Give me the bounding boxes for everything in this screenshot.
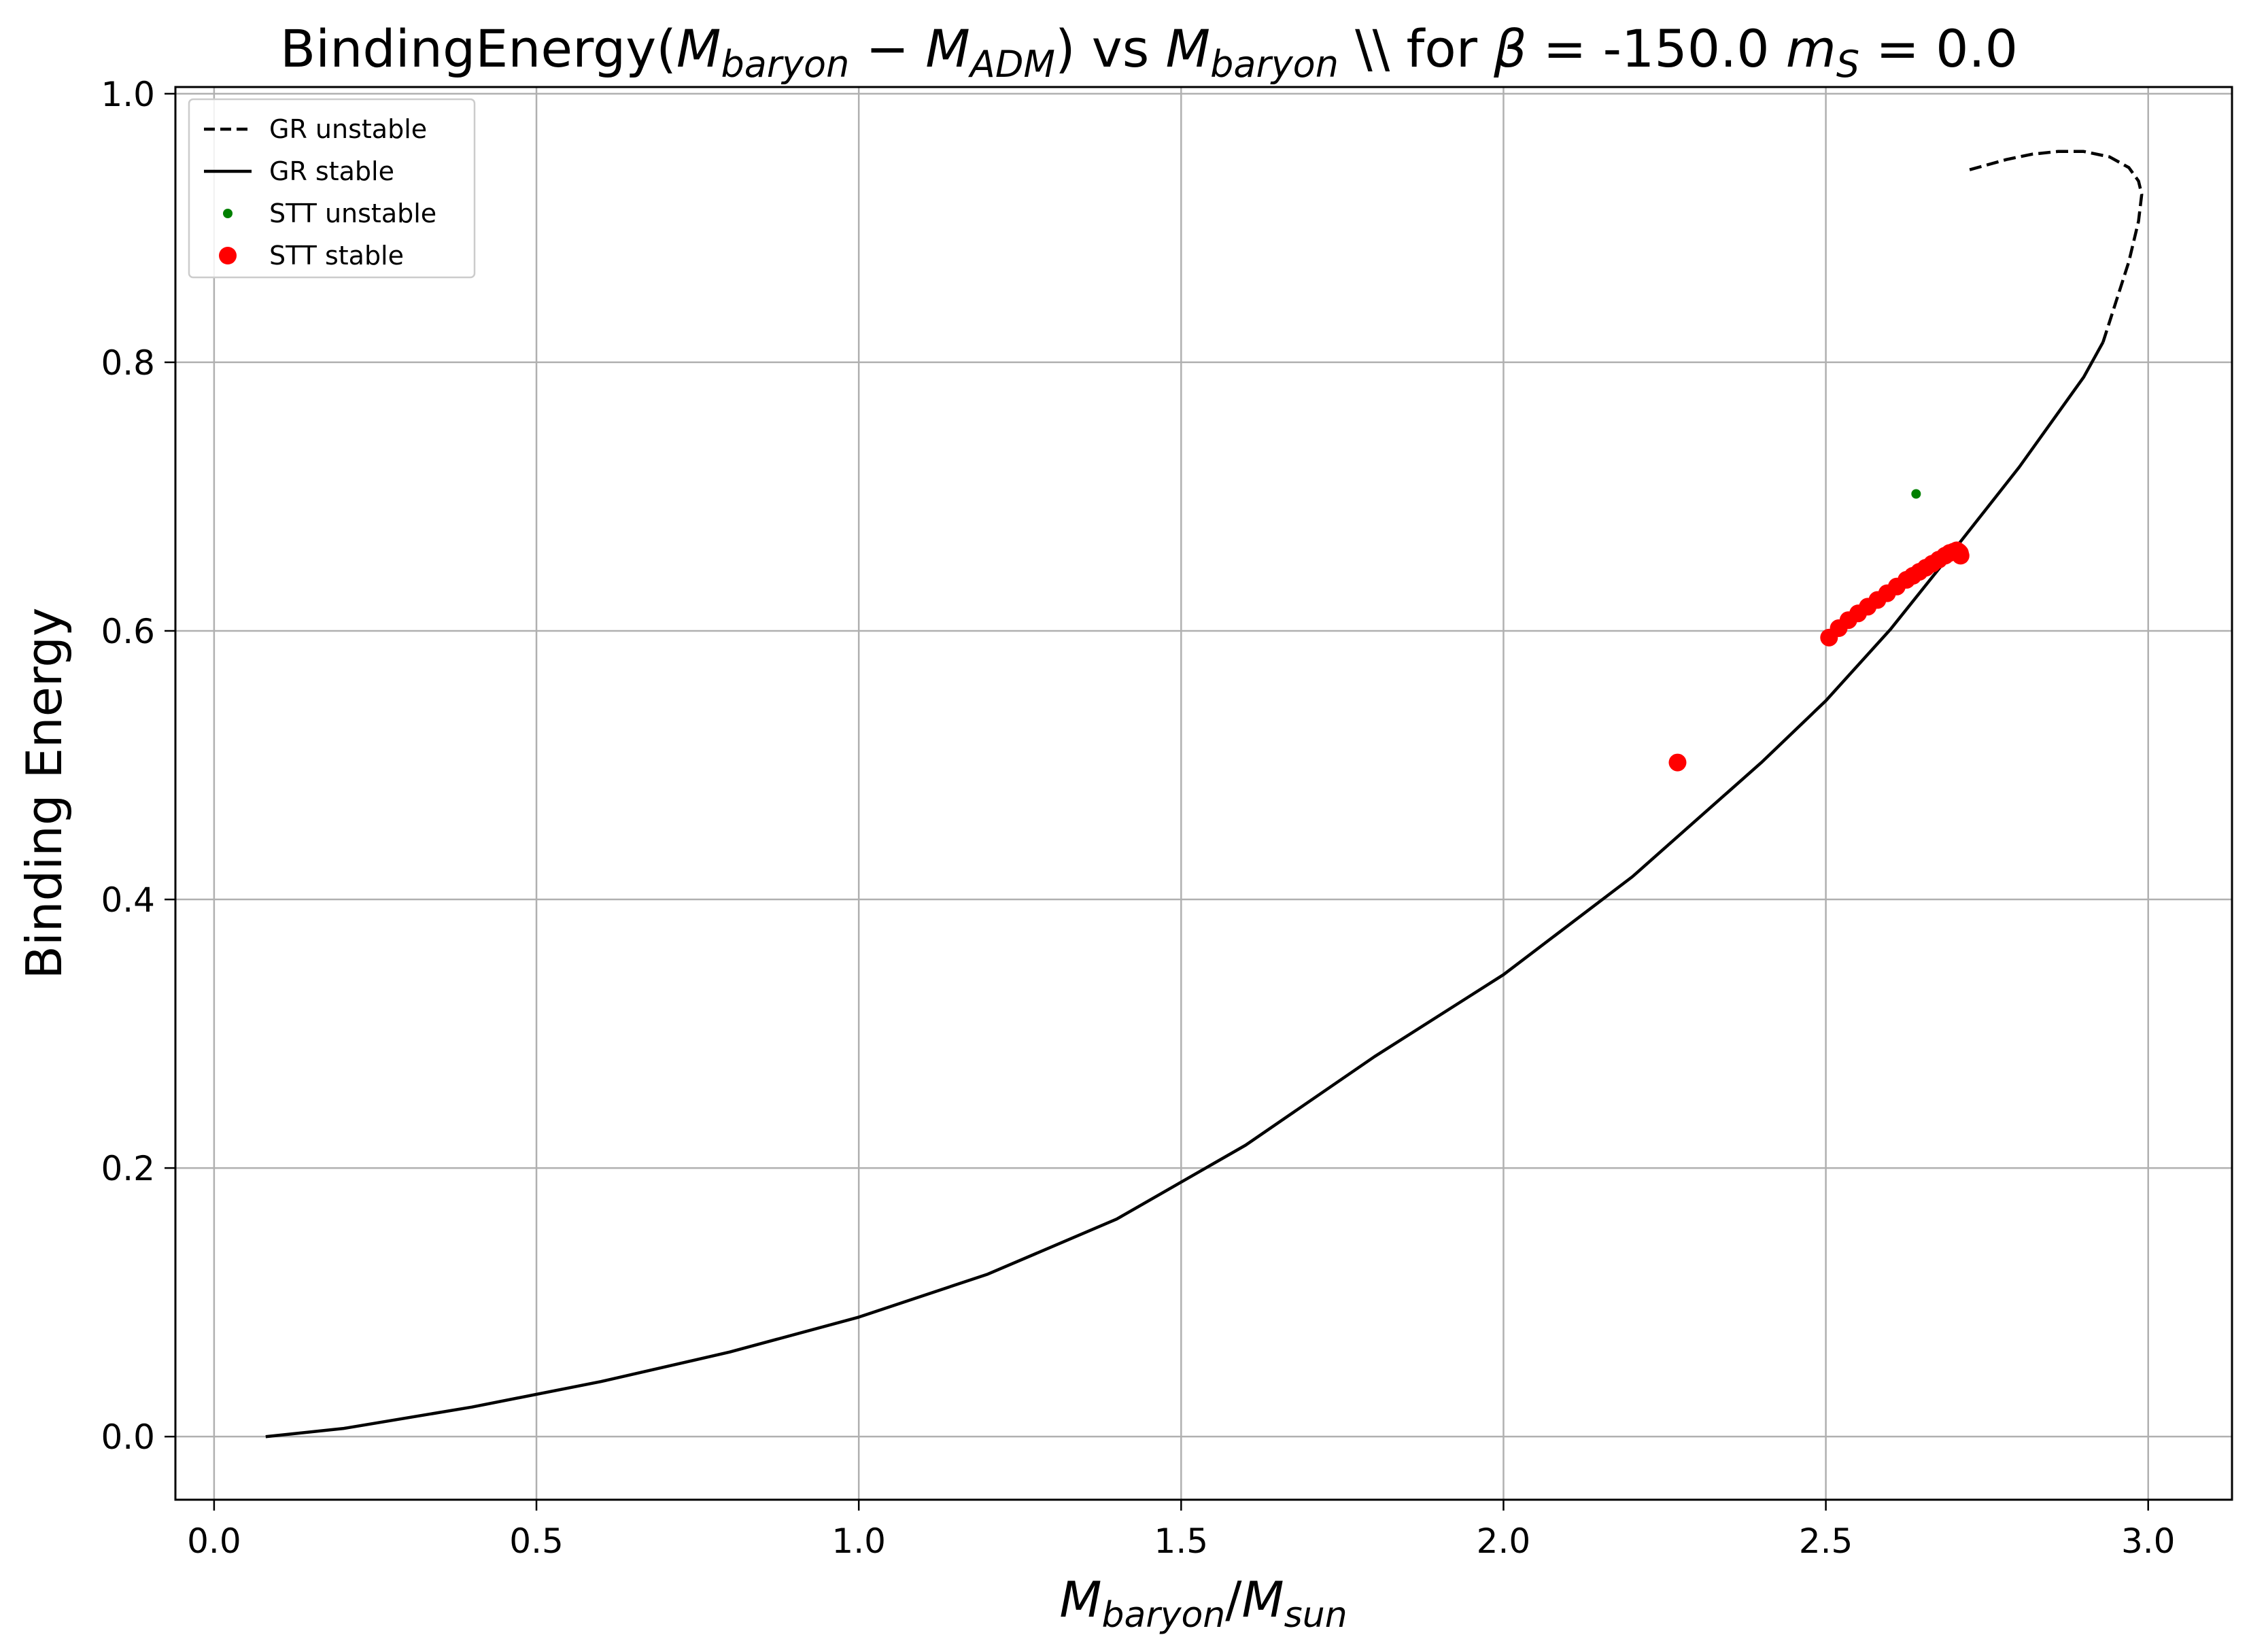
y-tick-label: 1.0	[101, 75, 155, 114]
grid	[175, 87, 2232, 1500]
ticks: 0.0 0.5 1.0 1.5 2.0 2.5 3.0 0.0 0.2 0.4 0.6 0.8 1.0	[101, 75, 2175, 1561]
data-point-stt-unstable	[1911, 489, 1921, 499]
y-tick-label: 0.8	[101, 343, 155, 383]
y-tick-label: 0.0	[101, 1417, 155, 1457]
legend-handle-stt-unstable	[223, 209, 233, 218]
x-tick-label: 2.5	[1799, 1521, 1853, 1561]
legend-label-stt-unstable: STT unstable	[269, 199, 436, 228]
x-tick-label: 1.5	[1154, 1521, 1209, 1561]
data-point-stt-stable	[1951, 547, 1970, 565]
series-line-gr-stable	[265, 341, 2105, 1439]
y-tick-label: 0.4	[101, 880, 155, 920]
legend-label-gr-unstable: GR unstable	[269, 114, 427, 144]
x-axis-label: Mbaryon/Msun	[1059, 1571, 1347, 1636]
y-tick-label: 0.6	[101, 612, 155, 651]
x-tick-label: 3.0	[2121, 1521, 2176, 1561]
series-layer	[265, 150, 2144, 1439]
y-axis-label: Binding Energy	[16, 607, 73, 979]
legend-label-stt-stable: STT stable	[269, 241, 404, 271]
chart-title: BindingEnergy(Mbaryon − MADM) vs Mbaryon…	[280, 18, 2018, 86]
legend: GR unstable GR stable STT unstable STT stab…	[188, 98, 476, 279]
plot-frame	[174, 86, 2233, 1501]
y-tick-label: 0.2	[101, 1149, 155, 1188]
x-tick-label: 1.0	[831, 1521, 886, 1561]
legend-label-gr-stable: GR stable	[269, 156, 394, 186]
x-tick-label: 0.0	[187, 1521, 241, 1561]
x-tick-label: 0.5	[509, 1521, 564, 1561]
series-line-gr-unstable	[1967, 150, 2144, 343]
x-tick-label: 2.0	[1477, 1521, 1531, 1561]
legend-handle-stt-stable	[219, 247, 237, 264]
legend-box	[188, 98, 476, 279]
data-point-stt-stable	[1668, 753, 1687, 772]
